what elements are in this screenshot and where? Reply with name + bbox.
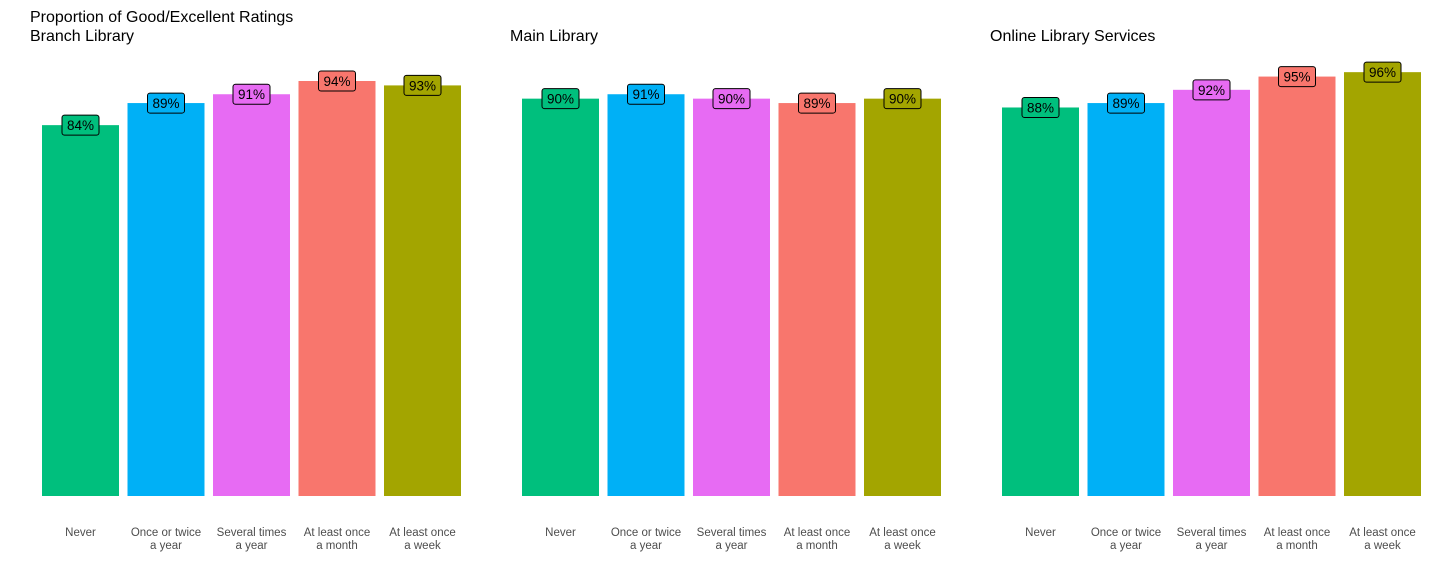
bar bbox=[384, 85, 461, 496]
panel-title: Branch Library bbox=[30, 28, 134, 45]
data-label-box bbox=[318, 70, 356, 92]
bar bbox=[864, 98, 941, 497]
bar bbox=[1087, 103, 1165, 496]
tick-label: Never bbox=[1025, 527, 1056, 539]
tick-label: At least once a month bbox=[1264, 527, 1330, 552]
data-label: 90% bbox=[889, 92, 916, 107]
data-label: 92% bbox=[1198, 83, 1225, 98]
data-label: 89% bbox=[152, 96, 179, 111]
tick-label-line: At least once bbox=[304, 527, 370, 539]
tick-label-line: a month bbox=[796, 540, 838, 552]
data-label-box bbox=[1107, 92, 1145, 114]
tick-label-line: a year bbox=[150, 540, 182, 552]
bar bbox=[693, 98, 770, 497]
tick-label: Once or twice a year bbox=[131, 527, 201, 552]
data-label: 91% bbox=[238, 87, 265, 102]
tick-label-line: Several times bbox=[217, 527, 287, 539]
data-label-box bbox=[147, 92, 185, 114]
tick-label-line: a year bbox=[716, 540, 748, 552]
tick-label-line: a year bbox=[1196, 540, 1228, 552]
tick-label-line: At least once bbox=[389, 527, 455, 539]
data-label-box bbox=[712, 88, 751, 110]
bar bbox=[1002, 107, 1079, 496]
bar bbox=[778, 103, 856, 496]
tick-label: Never bbox=[65, 527, 96, 539]
data-label: 90% bbox=[547, 92, 574, 107]
tick-label-line: a year bbox=[1110, 540, 1142, 552]
data-label-box bbox=[1363, 61, 1402, 83]
tick-label: Several times a year bbox=[697, 527, 767, 552]
bar bbox=[1258, 76, 1336, 496]
tick-label-line: Never bbox=[1025, 527, 1056, 539]
tick-label-line: Never bbox=[65, 527, 96, 539]
data-label: 95% bbox=[1283, 70, 1310, 85]
tick-label-line: Several times bbox=[697, 527, 767, 539]
tick-label-line: At least once bbox=[784, 527, 850, 539]
data-label-box bbox=[1021, 96, 1060, 118]
tick-label: At least once a week bbox=[1349, 527, 1415, 552]
data-label: 84% bbox=[67, 118, 94, 133]
panel-title: Online Library Services bbox=[990, 28, 1155, 45]
tick-label-line: Once or twice bbox=[131, 527, 201, 539]
tick-label-line: Never bbox=[545, 527, 576, 539]
bar bbox=[1344, 72, 1421, 496]
tick-label: At least once a month bbox=[304, 527, 370, 552]
bar bbox=[607, 94, 685, 497]
data-label-box bbox=[61, 114, 100, 136]
data-label-box bbox=[403, 74, 442, 96]
tick-label: At least once a week bbox=[389, 527, 455, 552]
chart-title: Proportion of Good/Excellent Ratings bbox=[30, 9, 293, 26]
bar bbox=[522, 98, 599, 497]
data-label-box bbox=[1192, 79, 1231, 101]
tick-label-line: Once or twice bbox=[1091, 527, 1161, 539]
tick-label-line: a week bbox=[1364, 540, 1401, 552]
data-label: 91% bbox=[632, 87, 659, 102]
tick-label-line: Once or twice bbox=[611, 527, 681, 539]
tick-label-line: At least once bbox=[869, 527, 935, 539]
data-label-box bbox=[798, 92, 836, 114]
data-label-box bbox=[541, 88, 580, 110]
data-label-box bbox=[1278, 66, 1316, 88]
tick-label-line: Several times bbox=[1177, 527, 1247, 539]
data-label: 96% bbox=[1369, 65, 1396, 80]
data-label: 90% bbox=[718, 92, 745, 107]
tick-label-line: At least once bbox=[1349, 527, 1415, 539]
data-label: 93% bbox=[409, 78, 436, 93]
bar bbox=[298, 80, 376, 497]
tick-label-line: a year bbox=[236, 540, 268, 552]
panel-3: Online Library Services 88% Never 89% Once o… bbox=[990, 28, 1421, 552]
bar bbox=[127, 103, 205, 496]
data-label: 89% bbox=[1112, 96, 1139, 111]
tick-label-line: a month bbox=[1276, 540, 1318, 552]
data-label: 88% bbox=[1027, 100, 1054, 115]
tick-label: Once or twice a year bbox=[1091, 527, 1161, 552]
panel-title: Main Library bbox=[510, 28, 598, 45]
tick-label-line: a week bbox=[404, 540, 441, 552]
tick-label-line: a month bbox=[316, 540, 358, 552]
tick-label: Once or twice a year bbox=[611, 527, 681, 552]
bar bbox=[1173, 89, 1250, 496]
data-label-box bbox=[627, 83, 665, 105]
tick-label: Several times a year bbox=[1177, 527, 1247, 552]
bar bbox=[42, 125, 119, 496]
tick-label: Several times a year bbox=[217, 527, 287, 552]
tick-label: At least once a month bbox=[784, 527, 850, 552]
tick-label-line: a year bbox=[630, 540, 662, 552]
tick-label-line: At least once bbox=[1264, 527, 1330, 539]
data-label-box bbox=[232, 83, 271, 105]
tick-label-line: a week bbox=[884, 540, 921, 552]
data-label: 89% bbox=[803, 96, 830, 111]
tick-label: Never bbox=[545, 527, 576, 539]
bar bbox=[213, 94, 290, 497]
data-label: 94% bbox=[323, 74, 350, 89]
data-label-box bbox=[883, 88, 922, 110]
tick-label: At least once a week bbox=[869, 527, 935, 552]
